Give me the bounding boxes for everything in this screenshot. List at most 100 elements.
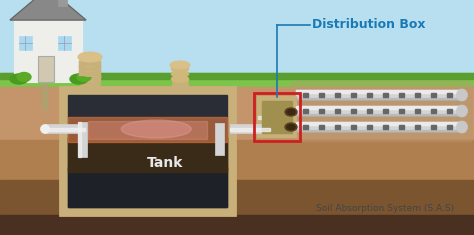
Bar — [367, 93, 373, 97]
Bar — [296, 90, 462, 100]
Bar — [303, 93, 309, 97]
Bar — [352, 109, 356, 113]
Bar — [0, 215, 474, 235]
Ellipse shape — [170, 61, 190, 69]
Bar — [352, 125, 356, 129]
Bar — [0, 87, 474, 235]
Bar — [172, 79, 188, 91]
Bar — [58, 0, 67, 6]
Ellipse shape — [17, 73, 31, 82]
Bar — [78, 122, 81, 157]
Bar — [45, 124, 85, 133]
Bar — [79, 71, 101, 76]
Bar — [319, 125, 325, 129]
Bar — [254, 93, 300, 141]
Bar — [68, 95, 227, 207]
Bar — [262, 101, 292, 133]
Bar — [291, 81, 471, 109]
Bar — [0, 73, 474, 87]
Bar — [68, 117, 227, 142]
Polygon shape — [10, 0, 86, 20]
Bar — [0, 0, 474, 87]
Bar — [303, 125, 309, 129]
Bar — [0, 180, 474, 235]
Bar — [383, 93, 389, 97]
Bar — [79, 75, 101, 81]
Bar — [42, 84, 47, 109]
Bar — [291, 97, 471, 125]
Bar — [230, 128, 270, 131]
Bar — [296, 122, 462, 132]
Bar — [258, 116, 270, 119]
Bar — [78, 122, 87, 157]
Bar — [215, 123, 224, 155]
Bar — [79, 62, 101, 66]
Bar — [79, 66, 101, 71]
Bar — [431, 109, 437, 113]
Bar — [45, 128, 85, 131]
Bar — [319, 109, 325, 113]
Bar — [336, 93, 340, 97]
Ellipse shape — [456, 89, 467, 101]
Bar — [367, 109, 373, 113]
Ellipse shape — [40, 125, 49, 133]
Ellipse shape — [171, 75, 189, 82]
Bar — [38, 56, 54, 82]
Bar — [296, 106, 462, 116]
Text: Tank: Tank — [147, 156, 183, 170]
Bar — [0, 140, 474, 235]
Ellipse shape — [287, 125, 295, 129]
Bar — [38, 56, 54, 82]
Ellipse shape — [10, 74, 28, 84]
Ellipse shape — [79, 63, 101, 71]
Text: Distribution Box: Distribution Box — [312, 19, 426, 31]
Bar — [296, 114, 462, 116]
Ellipse shape — [171, 66, 189, 73]
Bar — [58, 36, 71, 50]
Ellipse shape — [121, 120, 191, 138]
Bar — [447, 109, 453, 113]
Ellipse shape — [285, 123, 297, 131]
Bar — [68, 167, 227, 207]
Bar — [367, 125, 373, 129]
Bar — [258, 112, 270, 121]
Bar — [400, 125, 404, 129]
Bar — [447, 125, 453, 129]
Bar — [14, 20, 82, 82]
Bar — [416, 93, 420, 97]
Bar — [416, 125, 420, 129]
Bar — [416, 109, 420, 113]
Bar — [352, 93, 356, 97]
Bar — [303, 109, 309, 113]
Bar — [0, 73, 474, 79]
Bar — [431, 93, 437, 97]
Ellipse shape — [79, 73, 101, 82]
Bar — [296, 98, 462, 100]
Bar — [383, 109, 389, 113]
Ellipse shape — [456, 105, 467, 117]
Ellipse shape — [78, 52, 102, 62]
Bar — [80, 77, 100, 91]
Bar — [296, 130, 462, 132]
Ellipse shape — [456, 121, 467, 133]
Bar — [230, 124, 270, 133]
Bar — [336, 109, 340, 113]
Ellipse shape — [70, 74, 88, 84]
Bar — [431, 125, 437, 129]
Ellipse shape — [171, 70, 189, 78]
Ellipse shape — [285, 108, 297, 116]
Bar — [319, 93, 325, 97]
Ellipse shape — [79, 67, 101, 77]
Bar — [296, 90, 462, 93]
Ellipse shape — [287, 110, 295, 114]
Bar — [291, 113, 471, 141]
Bar — [296, 122, 462, 125]
Bar — [383, 125, 389, 129]
Bar — [400, 109, 404, 113]
Ellipse shape — [79, 58, 101, 67]
Text: Soil Absorption System (S.A.S): Soil Absorption System (S.A.S) — [316, 204, 454, 213]
Bar — [258, 97, 296, 137]
Bar — [447, 93, 453, 97]
Bar — [19, 36, 32, 50]
Bar — [88, 121, 207, 139]
